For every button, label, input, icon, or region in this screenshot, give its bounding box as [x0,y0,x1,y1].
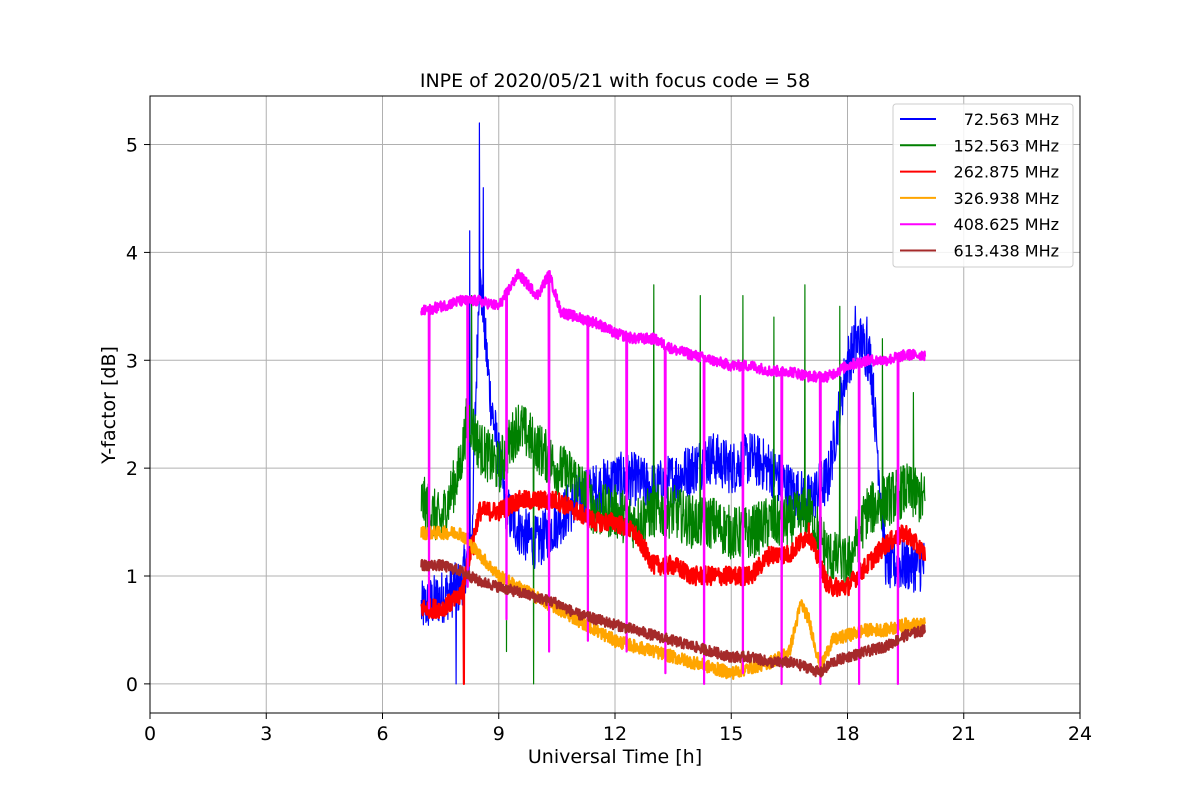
y-tick-label: 2 [126,458,138,480]
legend-entry: 72.563 MHz [964,110,1059,129]
series-line-1 [420,284,926,685]
x-tick-label: 9 [493,723,505,745]
legend-entry: 408.625 MHz [954,215,1059,234]
series-layer [420,122,927,685]
y-tick-label: 1 [126,566,138,588]
series-line-4 [420,268,927,685]
x-tick-label: 15 [719,723,743,745]
series-line-0 [420,122,926,685]
y-tick-label: 4 [126,242,138,264]
y-axis-label: Y-factor [dB] [98,346,120,465]
legend-entry: 262.875 MHz [954,163,1059,182]
legend-entry: 326.938 MHz [954,189,1059,208]
x-tick-label: 24 [1068,723,1092,745]
y-tick-label: 0 [126,674,138,696]
chart-title: INPE of 2020/05/21 with focus code = 58 [420,70,810,92]
series-line-5 [420,558,927,678]
legend-entry: 613.438 MHz [954,242,1059,261]
x-tick-label: 0 [144,723,156,745]
legend-box [892,103,1074,268]
y-tick-label: 3 [126,350,138,372]
x-tick-label: 3 [260,723,272,745]
x-tick-label: 6 [376,723,388,745]
x-axis-label: Universal Time [h] [528,746,702,768]
x-tick-label: 12 [603,723,627,745]
legend: 72.563 MHz 152.563 MHz 262.875 MHz 326.938 … [892,103,1074,268]
y-tick-label: 5 [126,135,138,157]
legend-entry: 152.563 MHz [954,136,1059,155]
x-tick-label: 21 [952,723,976,745]
x-tick-label: 18 [835,723,859,745]
series-line-3 [420,525,927,680]
series-line-2 [420,489,927,685]
